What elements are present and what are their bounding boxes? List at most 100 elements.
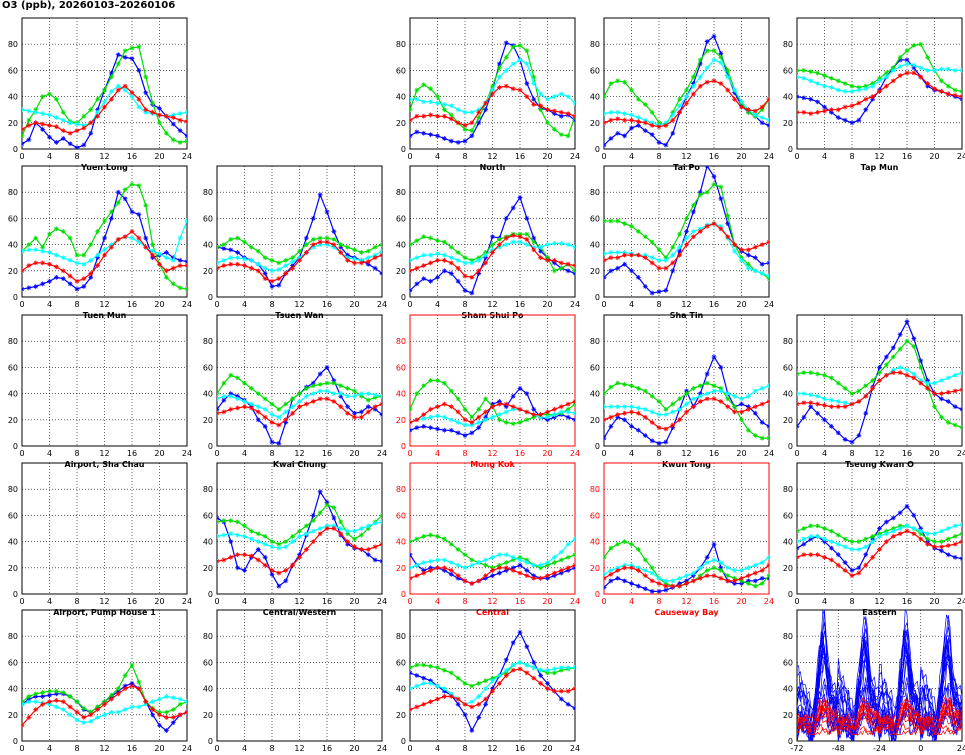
data-point-red — [235, 261, 241, 267]
data-point-green — [476, 115, 482, 120]
data-point-cyan — [26, 699, 32, 705]
data-point-red — [26, 263, 32, 268]
data-point-red — [911, 375, 917, 381]
data-point-blue — [718, 50, 724, 56]
panel-frame — [603, 462, 770, 595]
data-point-blue — [414, 281, 420, 287]
panel-title: Causeway Bay — [654, 608, 719, 617]
data-point-green — [615, 380, 621, 386]
y-tick-label: 80 — [8, 632, 18, 641]
data-point-cyan — [877, 533, 882, 539]
data-point-cyan — [108, 88, 114, 94]
y-tick-label: 40 — [8, 538, 18, 547]
data-point-red — [262, 276, 268, 282]
x-tick-label: 0 — [19, 597, 24, 606]
data-point-red — [842, 568, 848, 573]
x-tick-label: 20 — [349, 300, 359, 309]
x-tick-label: 4 — [629, 300, 634, 309]
data-point-green — [448, 112, 454, 118]
data-point-green — [67, 235, 73, 241]
y-tick-label: 0 — [595, 590, 600, 599]
data-point-green — [565, 554, 571, 560]
data-point-red — [545, 107, 550, 113]
data-point-blue — [517, 195, 523, 200]
data-point-red — [684, 242, 689, 247]
data-point-green — [904, 338, 910, 344]
data-point-cyan — [938, 528, 944, 534]
y-tick-label: 0 — [788, 145, 793, 154]
data-point-blue — [752, 410, 758, 416]
data-point-red — [338, 404, 344, 410]
series-group — [410, 378, 575, 438]
data-point-red — [745, 107, 751, 113]
data-point-cyan — [88, 718, 94, 724]
data-point-blue — [483, 701, 489, 707]
y-tick-label: 20 — [203, 564, 213, 573]
data-point-red — [766, 96, 769, 102]
data-point-red — [122, 83, 128, 89]
data-point-blue — [157, 105, 162, 111]
data-point-cyan — [558, 91, 564, 97]
data-point-red — [849, 573, 855, 579]
data-point-green — [129, 45, 135, 51]
data-point-red — [67, 704, 73, 710]
data-point-blue — [421, 276, 427, 282]
data-point-green — [262, 396, 268, 402]
data-point-cyan — [435, 683, 440, 689]
panel-frame — [409, 314, 576, 447]
data-point-cyan — [469, 422, 475, 428]
data-point-green — [352, 536, 357, 542]
data-point-cyan — [262, 406, 268, 412]
data-point-red — [255, 557, 261, 563]
data-point-blue — [324, 499, 330, 505]
data-point-green — [358, 250, 364, 255]
data-point-green — [150, 100, 156, 106]
x-tick-label: 0 — [214, 300, 219, 309]
data-point-cyan — [290, 259, 296, 265]
data-point-red — [47, 261, 52, 267]
data-point-green — [629, 87, 634, 93]
data-point-red — [262, 562, 268, 568]
x-tick-label: 24 — [764, 449, 774, 458]
data-point-red — [538, 103, 544, 109]
data-point-green — [33, 235, 39, 241]
panel-title: North — [480, 163, 506, 172]
x-tick-label: 0 — [214, 449, 219, 458]
data-point-cyan — [766, 554, 769, 560]
data-point-cyan — [952, 372, 958, 378]
data-point-cyan — [531, 244, 537, 250]
data-point-red — [217, 265, 220, 271]
data-point-blue — [448, 427, 454, 433]
data-point-cyan — [331, 244, 337, 250]
data-point-red — [615, 116, 621, 122]
data-point-green — [615, 541, 621, 547]
data-point-red — [331, 526, 337, 531]
data-point-red — [136, 96, 142, 102]
data-point-red — [483, 409, 489, 415]
data-point-cyan — [558, 240, 564, 246]
data-point-cyan — [615, 404, 621, 410]
data-point-red — [835, 107, 841, 113]
data-point-cyan — [642, 252, 648, 258]
data-point-cyan — [538, 667, 544, 673]
y-tick-label: 60 — [8, 363, 18, 372]
series-group — [410, 195, 575, 296]
y-tick-label: 0 — [401, 737, 406, 746]
x-tick-label: 0 — [214, 744, 219, 753]
data-point-green — [102, 218, 107, 224]
y-tick-label: 40 — [8, 93, 18, 102]
data-point-blue — [697, 61, 703, 67]
data-point-blue — [545, 417, 550, 423]
data-point-green — [725, 573, 731, 579]
data-point-red — [235, 552, 241, 558]
x-tick-label: 0 — [407, 597, 412, 606]
data-point-green — [718, 184, 724, 190]
x-tick-label: 12 — [487, 744, 497, 753]
data-point-cyan — [283, 263, 289, 268]
data-point-red — [531, 247, 537, 253]
data-point-blue — [435, 274, 440, 280]
data-point-cyan — [410, 686, 413, 691]
data-point-cyan — [255, 404, 261, 410]
